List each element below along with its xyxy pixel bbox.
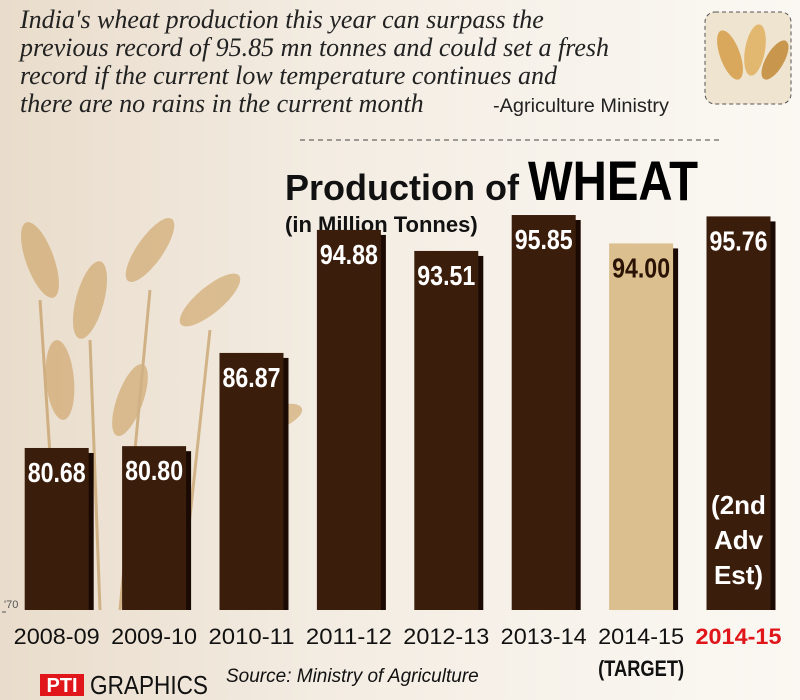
x-tick-label: 2014-15 [598,624,684,649]
value-label: 94.88 [320,239,378,270]
chart-subtitle: (in Million Tonnes) [285,212,478,237]
bar [609,243,674,610]
quote-attribution: -Agriculture Ministry [493,96,670,117]
target-note: (TARGET) [598,656,684,681]
bar [219,352,284,610]
value-label: 95.85 [515,224,573,255]
x-tick-label: 2008-09 [14,624,100,649]
value-label: 80.80 [125,455,183,486]
value-label: 95.76 [710,225,768,256]
x-tick-label: 2010-11 [209,624,295,649]
source: Source: Ministry of Agriculture [226,666,479,687]
x-tick-label: 2013-14 [501,624,587,649]
estimate-note: Adv [714,525,764,555]
logo-box [40,674,84,696]
logo: PTI [46,675,77,697]
x-tick-label: 2014-15 [696,624,782,649]
value-label: 86.87 [223,362,281,393]
estimate-note: (2nd [711,490,766,520]
wheat-photo [704,11,792,105]
value-label: 94.00 [612,252,670,283]
bar [24,447,89,610]
quote-line: there are no rains in the current month [20,89,424,118]
x-tick-label: 2009-10 [111,624,197,649]
bar [316,229,381,610]
value-label: 93.51 [417,260,475,291]
quote-line: India's wheat production this year can s… [19,5,544,34]
bar [706,216,771,610]
x-tick-label: 2012-13 [403,624,489,649]
estimate-note: Est) [714,560,763,590]
chart-title-emphasis: WHEAT [528,149,698,212]
bar [511,215,576,610]
value-label: 80.68 [28,457,86,488]
quote-line: record if the current low temperature co… [20,61,558,90]
x-tick-label: 2011-12 [306,624,392,649]
bar [414,250,479,611]
logo-text: GRAPHICS [90,670,208,700]
quote-line: previous record of 95.85 mn tonnes and c… [18,33,609,62]
bar [122,446,187,610]
y-tick-label: '70 [4,599,18,611]
chart-title: Production of [285,167,520,208]
